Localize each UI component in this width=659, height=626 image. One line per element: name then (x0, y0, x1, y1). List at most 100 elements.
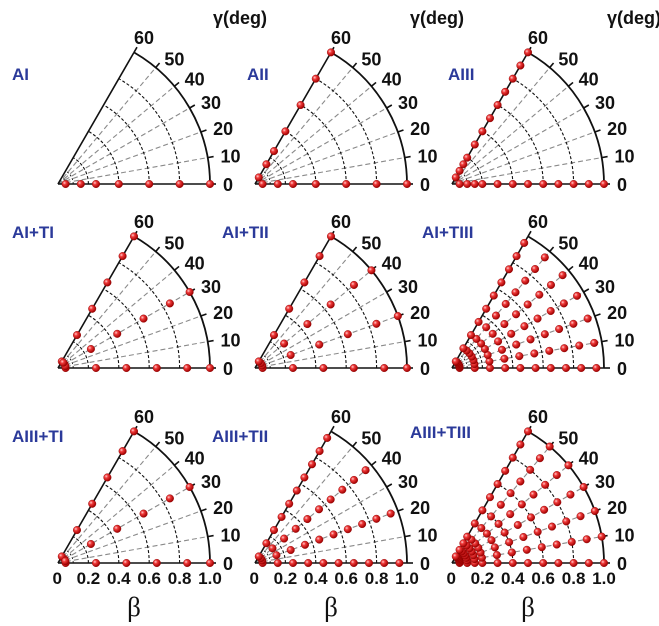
data-point (254, 552, 263, 561)
data-point (300, 473, 309, 482)
data-point (526, 513, 535, 522)
data-point (540, 330, 549, 339)
data-point (575, 341, 584, 350)
data-point (590, 507, 599, 516)
data-point (165, 494, 174, 503)
gamma-tick (549, 246, 555, 253)
data-point (478, 127, 487, 136)
gamma-tick (527, 230, 532, 237)
gamma-tick-label: 50 (558, 233, 578, 253)
beta-tick-label: 0.4 (107, 569, 131, 588)
data-point (343, 525, 352, 534)
data-point (183, 559, 192, 568)
gamma-tick-label: 10 (221, 526, 241, 546)
data-point (129, 232, 138, 241)
data-point (270, 147, 279, 156)
gamma-tick-label: 40 (382, 70, 402, 90)
data-point (349, 559, 358, 568)
data-point (535, 290, 544, 299)
gamma-tick-label: 10 (418, 331, 438, 351)
data-point (319, 364, 328, 373)
data-point (584, 179, 593, 188)
gamma-tick (583, 288, 590, 293)
gamma-tick (567, 81, 574, 87)
gamma-axis-title: γ(deg) (607, 8, 659, 28)
data-point (185, 483, 194, 492)
data-point (524, 427, 533, 436)
radial-gridline (254, 85, 372, 185)
data-point (600, 179, 609, 188)
data-point (487, 512, 496, 521)
gamma-tick-label: 20 (213, 119, 233, 139)
gamma-tick (155, 62, 161, 69)
gamma-tick (404, 339, 411, 343)
gamma-tick (330, 425, 335, 432)
radial-gridline (451, 67, 551, 185)
gamma-tick-label: 40 (185, 449, 205, 469)
beta-arc (88, 509, 120, 564)
data-point (562, 364, 571, 373)
data-point (386, 509, 395, 518)
data-point (61, 557, 70, 566)
data-point (254, 173, 263, 182)
data-point (524, 559, 533, 568)
gamma-tick (352, 62, 358, 69)
gamma-tick-label: 60 (528, 28, 548, 48)
data-point (175, 179, 184, 188)
gamma-tick-label: 0 (223, 359, 233, 379)
gamma-tick (397, 508, 404, 512)
data-point (490, 543, 499, 552)
gamma-tick (370, 81, 377, 87)
gamma-tick-label: 40 (185, 254, 205, 274)
gamma-tick-label: 10 (615, 147, 635, 167)
beta-arc (103, 288, 150, 369)
data-point (451, 173, 460, 182)
beta-axis-label: β (521, 592, 535, 622)
gamma-tick-label: 10 (221, 147, 241, 167)
gamma-tick-label: 0 (223, 554, 233, 574)
gamma-tick (155, 441, 161, 448)
data-point (592, 364, 601, 373)
data-point (576, 512, 585, 521)
data-point (516, 364, 525, 373)
beta-arc (285, 130, 317, 185)
radial-gridline (451, 131, 596, 185)
gamma-tick-label: 30 (201, 277, 221, 297)
data-point (463, 532, 472, 541)
gamma-sixty-axis (57, 51, 135, 185)
data-point (480, 345, 489, 354)
panel-label: AI+TII (222, 223, 269, 242)
data-point (515, 352, 524, 361)
beta-arc (269, 341, 286, 369)
data-point (88, 304, 97, 313)
data-point (343, 330, 352, 339)
gamma-tick-label: 0 (617, 554, 627, 574)
data-point (304, 559, 313, 568)
data-point (508, 559, 517, 568)
beta-arc (72, 157, 89, 185)
beta-arc (315, 262, 378, 369)
data-point (349, 475, 358, 484)
data-point (553, 498, 562, 507)
data-point (315, 252, 324, 261)
data-point (584, 559, 593, 568)
panel-label: AIII (448, 65, 474, 84)
gamma-tick-label: 30 (201, 472, 221, 492)
gamma-tick (404, 155, 411, 159)
beta-tick-label: 0.6 (334, 569, 358, 588)
gamma-tick-label: 0 (420, 359, 430, 379)
data-point (463, 153, 472, 162)
data-point (494, 519, 503, 528)
data-point (342, 179, 351, 188)
gamma-tick-label: 50 (558, 428, 578, 448)
panel-grid: 0102030405060γ(deg)AI0102030405060γ(deg)… (12, 8, 659, 622)
gamma-tick-label: 60 (528, 407, 548, 427)
beta-tick-label: 0.4 (501, 569, 525, 588)
data-point (512, 340, 521, 349)
data-point (459, 160, 468, 169)
data-point (281, 127, 290, 136)
radial-gridline (254, 446, 354, 564)
